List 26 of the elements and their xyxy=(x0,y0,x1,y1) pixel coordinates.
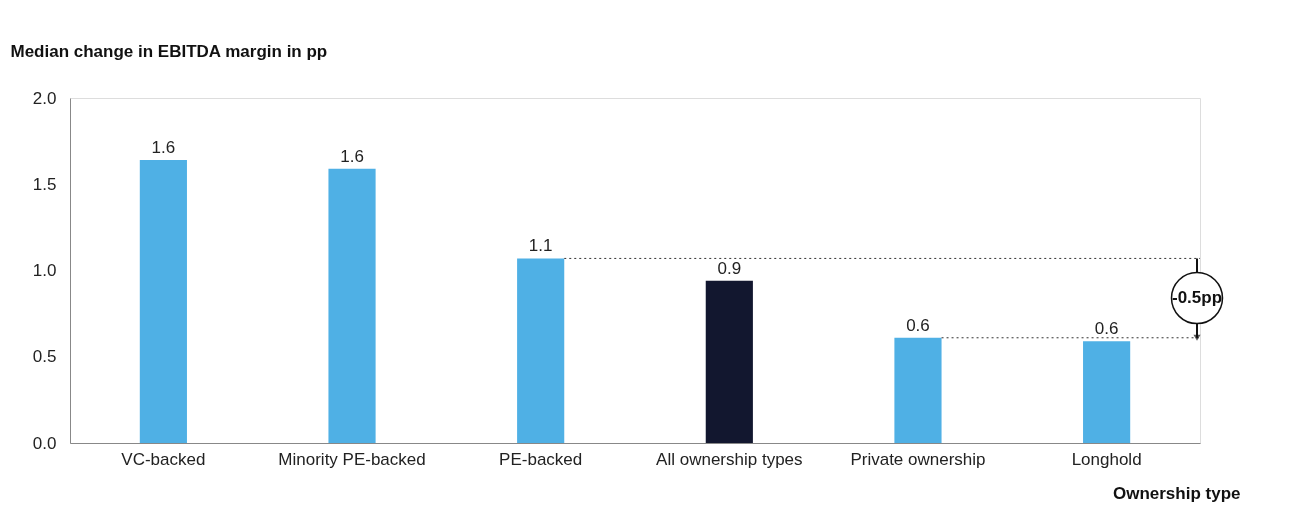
x-tick-label: Longhold xyxy=(1071,449,1142,469)
data-label: 0.9 xyxy=(717,258,742,278)
x-axis-title: Ownership type xyxy=(1112,483,1241,503)
y-tick-label: 1.0 xyxy=(32,261,57,280)
x-tick-label: Minority PE-backed xyxy=(278,449,426,469)
bar xyxy=(894,337,942,443)
annotation: -0.5pp xyxy=(1171,288,1223,308)
x-tick-label: PE-backed xyxy=(499,449,583,469)
y-axis-title: Median change in EBITDA margin in pp xyxy=(10,41,328,61)
y-tick-label: 0.5 xyxy=(32,347,57,367)
x-tick-label: Private ownership xyxy=(850,449,986,469)
data-label: 0.6 xyxy=(1094,319,1119,339)
x-tick-label: All ownership types xyxy=(656,449,803,469)
bar xyxy=(139,160,187,443)
data-label: 1.6 xyxy=(340,146,364,166)
bar xyxy=(328,168,376,443)
data-label: 1.1 xyxy=(528,236,553,256)
bar xyxy=(517,258,565,443)
bar xyxy=(1083,341,1131,443)
y-tick-label: 1.5 xyxy=(32,174,57,194)
y-tick-label: 2.0 xyxy=(32,88,57,108)
bar xyxy=(705,280,753,443)
data-label: 0.6 xyxy=(906,315,930,335)
y-tick-label: 0.0 xyxy=(32,433,57,453)
x-tick-label: VC-backed xyxy=(121,449,206,469)
data-label: 1.6 xyxy=(151,138,176,158)
